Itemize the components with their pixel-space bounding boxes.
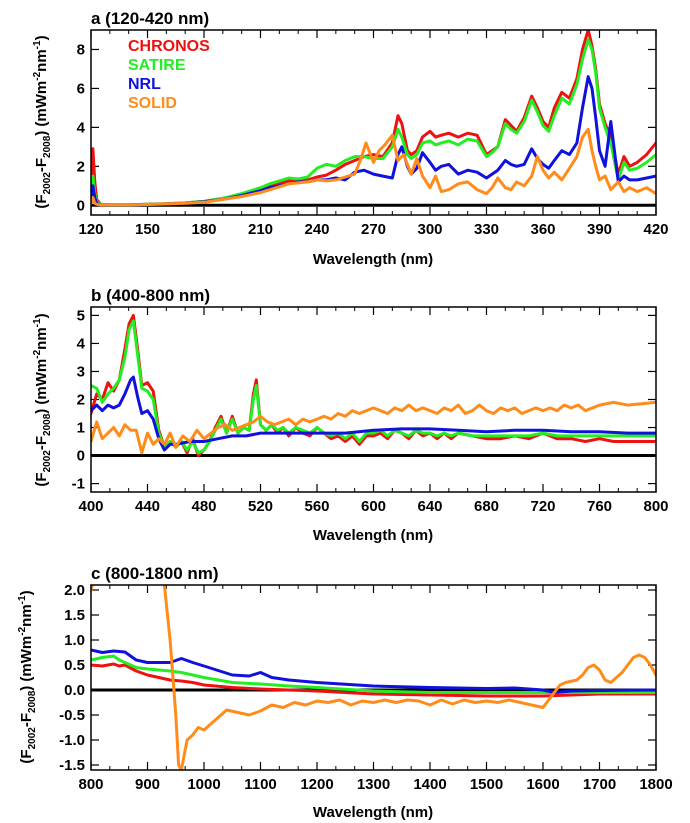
panel-b-ytick-label: -1 [72, 476, 85, 493]
panel-c-xtick-label: 1000 [187, 776, 220, 793]
panel-c-line-solid [91, 585, 656, 770]
panel-a-xtick-label: 420 [643, 221, 668, 238]
panel-b-xtick-label: 800 [643, 498, 668, 515]
panel-a-ytick-label: 4 [77, 119, 86, 136]
panel-b-line-nrl [91, 375, 656, 452]
panel-a-ytick-label: 6 [77, 80, 85, 97]
panel-b-xlabel: Wavelength (nm) [313, 527, 433, 544]
panel-a-xlabel: Wavelength (nm) [313, 251, 433, 268]
panel-a-xtick-label: 390 [587, 221, 612, 238]
panel-c-ytick-label: 0.5 [64, 657, 85, 674]
panel-b-xtick-label: 520 [248, 498, 273, 515]
panel-c-xtick-label: 1600 [526, 776, 559, 793]
panel-c-ylabel: (F2002-F2008) (mWm-2nm-1) [17, 590, 38, 763]
panel-a-frame [90, 29, 657, 216]
panel-b: b (400-800 nm) 400 440 480 520 560 600 640 680 7… [72, 286, 669, 544]
panel-a-xtick-label: 120 [78, 221, 103, 238]
panel-b-ylabel: (F2002-F2008) (mWm-2nm-1) [32, 313, 53, 486]
panel-c-title: c (800-1800 nm) [91, 564, 219, 583]
panel-b-ticks: 400 440 480 520 560 600 640 680 720 760 800 -1 0 1 2 3 4… [72, 307, 669, 515]
panel-c-xtick-label: 900 [135, 776, 160, 793]
panel-a-line-solid [91, 127, 656, 207]
panel-c-ytick-label: -0.5 [59, 707, 85, 724]
panel-c-ytick-label: -1.0 [59, 732, 85, 749]
y-axis-titles: (F2002-F2008) (mWm-2nm-1) (F2002-F2008) … [17, 35, 53, 763]
panel-c-line-satire [91, 654, 656, 694]
panel-a-xtick-label: 210 [248, 221, 273, 238]
panel-c-xtick-label: 1700 [583, 776, 616, 793]
panel-b-xtick-label: 640 [417, 498, 442, 515]
panel-b-xtick-label: 720 [530, 498, 555, 515]
panel-c-ytick-label: 0.0 [64, 682, 85, 699]
panel-c-ytick-label: 1.5 [64, 607, 85, 624]
panel-a-ytick-label: 0 [77, 197, 85, 214]
panel-b-ytick-label: 5 [77, 307, 85, 324]
legend-chronos: CHRONOS [128, 38, 210, 55]
panel-c-ticks: 800 900 1000 1100 1200 1300 1400 1500 1600 1700 18… [59, 582, 673, 793]
panel-a-ticks: 120 150 180 210 240 270 300 330 360 390 420 0 2 4 6 8 [77, 30, 669, 238]
panel-a-xtick-label: 150 [135, 221, 160, 238]
panel-c-xtick-label: 800 [78, 776, 103, 793]
legend-satire: SATIRE [128, 57, 186, 74]
panel-b-frame [90, 306, 657, 493]
panel-b-ytick-label: 1 [77, 420, 85, 437]
panel-a-xtick-label: 360 [530, 221, 555, 238]
panel-b-xtick-label: 760 [587, 498, 612, 515]
panel-b-ytick-label: 2 [77, 392, 85, 409]
panel-b-ytick-label: 0 [77, 448, 85, 465]
panel-c-xtick-label: 1100 [244, 776, 277, 793]
panel-c-ytick-label: 2.0 [64, 582, 85, 599]
panel-a: a (120-420 nm) 120 150 180 210 240 270 300 330 3… [77, 9, 669, 268]
legend-nrl: NRL [128, 76, 161, 93]
panel-b-xtick-label: 440 [135, 498, 160, 515]
panel-a-xtick-label: 300 [417, 221, 442, 238]
panel-c-frame [90, 584, 657, 771]
panel-c-plot: 800 900 1000 1100 1200 1300 1400 1500 1600 1700 18… [59, 582, 673, 793]
panel-c-line-nrl [91, 648, 656, 694]
panel-a-ylabel: (F2002-F2008) (mWm-2nm-1) [32, 35, 53, 208]
legend: CHRONOS SATIRE NRL SOLID [128, 38, 210, 112]
panel-c-xtick-label: 1400 [413, 776, 446, 793]
panel-c-xtick-label: 1300 [357, 776, 390, 793]
panel-b-ytick-label: 3 [77, 363, 85, 380]
panel-b-xtick-label: 480 [191, 498, 216, 515]
panel-a-plot: 120 150 180 210 240 270 300 330 360 390 420 0 2 4 6 8 [77, 29, 669, 238]
legend-solid: SOLID [128, 95, 177, 112]
panel-c-xlabel: Wavelength (nm) [313, 804, 433, 821]
panel-b-line-satire [91, 319, 656, 455]
panel-a-series [91, 30, 656, 207]
panel-c-line-chronos [91, 662, 656, 698]
panel-b-plot: 400 440 480 520 560 600 640 680 720 760 800 -1 0 1 2 3 4… [72, 306, 669, 515]
panel-b-xtick-label: 400 [78, 498, 103, 515]
panel-c-xtick-label: 1800 [639, 776, 672, 793]
panel-a-xtick-label: 240 [304, 221, 329, 238]
panel-c: c (800-1800 nm) 800 900 1000 1100 1200 1300 14… [59, 564, 673, 821]
panel-a-ytick-label: 8 [77, 41, 85, 58]
panel-a-ytick-label: 2 [77, 158, 85, 175]
panel-b-series [91, 313, 656, 458]
panel-a-title: a (120-420 nm) [91, 9, 209, 28]
panel-a-xtick-label: 180 [191, 221, 216, 238]
panel-c-series [91, 585, 656, 770]
panel-a-xtick-label: 270 [361, 221, 386, 238]
panel-c-xtick-label: 1500 [470, 776, 503, 793]
panel-b-line-solid [91, 400, 656, 455]
panel-b-title: b (400-800 nm) [91, 286, 210, 305]
panel-b-ytick-label: 4 [77, 335, 86, 352]
panel-c-ytick-label: 1.0 [64, 632, 85, 649]
panel-b-xtick-label: 560 [304, 498, 329, 515]
panel-c-ytick-label: -1.5 [59, 757, 85, 774]
panel-a-xtick-label: 330 [474, 221, 499, 238]
panel-b-xtick-label: 680 [474, 498, 499, 515]
panel-b-xtick-label: 600 [361, 498, 386, 515]
panel-c-xtick-label: 1200 [300, 776, 333, 793]
